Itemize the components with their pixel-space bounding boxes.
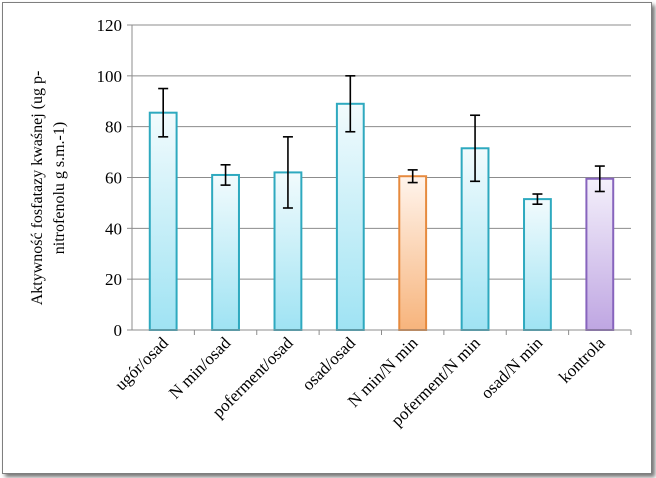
y-axis-label-line-2: nitrofenolu g s.m.-1) (51, 122, 68, 254)
error-bar-8 (594, 165, 605, 193)
error-bar-7 (532, 193, 543, 205)
y-tick-label: 60 (105, 169, 122, 188)
error-bar-3 (282, 136, 293, 209)
y-tick-label: 120 (97, 16, 123, 35)
error-bar-2 (220, 163, 231, 186)
y-tick-label: 20 (105, 270, 122, 289)
bar-8 (585, 177, 615, 331)
x-tick-label: kontrola (555, 333, 609, 387)
error-bar-4 (345, 75, 356, 133)
error-bar-1 (158, 87, 169, 138)
y-tick-label: 80 (105, 118, 122, 137)
x-tick-label: osad/osad (298, 333, 359, 394)
axes (131, 25, 631, 331)
bars (148, 102, 615, 331)
y-axis-ticks: 0 20 40 60 80 100 120 (97, 16, 132, 340)
bar-1 (148, 111, 178, 331)
y-tick-label: 40 (105, 219, 122, 238)
error-bar-5 (407, 169, 418, 184)
y-tick-label: 0 (114, 321, 123, 340)
gridlines (132, 24, 631, 280)
bar-4 (335, 102, 365, 331)
y-tick-label: 100 (97, 67, 123, 86)
x-tick-label: osad/N min (477, 333, 547, 403)
error-bar-6 (470, 114, 481, 183)
error-bars (158, 75, 605, 209)
bar-2 (211, 173, 240, 331)
bar-7 (523, 198, 552, 331)
y-axis-label-line-1: Aktywność fosfatazy kwaśnej (ug p- (29, 71, 46, 306)
x-tick-label: ugór/osad (111, 333, 172, 394)
bar-5 (398, 175, 428, 331)
